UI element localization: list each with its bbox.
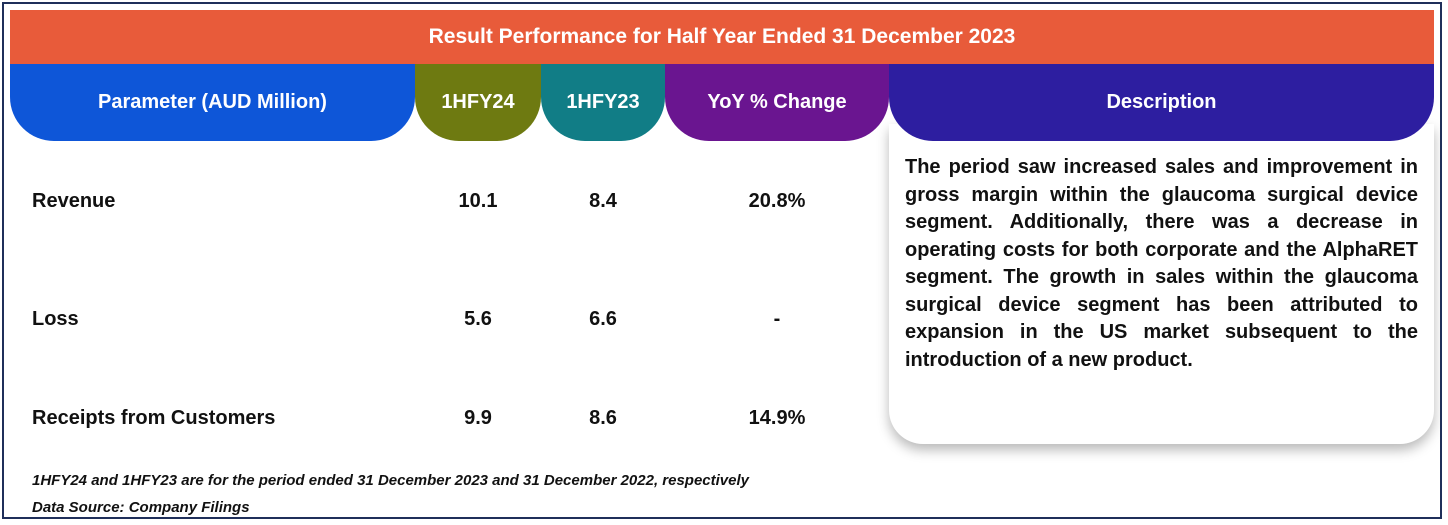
data-source: Data Source: Company Filings xyxy=(32,499,250,516)
row-value-1hfy23: 8.4 xyxy=(589,190,617,212)
row-value-yoy: 14.9% xyxy=(748,407,806,429)
header-1hfy24: 1HFY24 xyxy=(415,64,541,141)
table-row-revenue: Revenue 10.1 8.4 20.8% xyxy=(4,182,884,222)
row-label: Revenue xyxy=(32,190,116,212)
row-value-1hfy23: 6.6 xyxy=(589,308,617,330)
footnote: 1HFY24 and 1HFY23 are for the period end… xyxy=(32,472,750,489)
results-panel: Result Performance for Half Year Ended 3… xyxy=(2,2,1442,519)
row-value-yoy: - xyxy=(773,308,781,330)
row-label: Loss xyxy=(32,308,79,330)
row-label: Receipts from Customers xyxy=(32,407,276,429)
row-value-yoy: 20.8% xyxy=(748,190,806,212)
header-yoy-change: YoY % Change xyxy=(665,64,889,141)
description-card xyxy=(889,124,1434,444)
panel-title: Result Performance for Half Year Ended 3… xyxy=(10,10,1434,64)
row-value-1hfy24: 9.9 xyxy=(464,407,492,429)
header-description: Description xyxy=(889,64,1434,141)
table-row-loss: Loss 5.6 6.6 - xyxy=(4,300,884,340)
table-row-receipts: Receipts from Customers 9.9 8.6 14.9% xyxy=(4,399,884,439)
description-text: The period saw increased sales and impro… xyxy=(905,156,1418,371)
header-parameter: Parameter (AUD Million) xyxy=(10,64,415,141)
header-1hfy23: 1HFY23 xyxy=(541,64,665,141)
row-value-1hfy23: 8.6 xyxy=(589,407,617,429)
row-value-1hfy24: 5.6 xyxy=(464,308,492,330)
row-value-1hfy24: 10.1 xyxy=(458,190,498,212)
